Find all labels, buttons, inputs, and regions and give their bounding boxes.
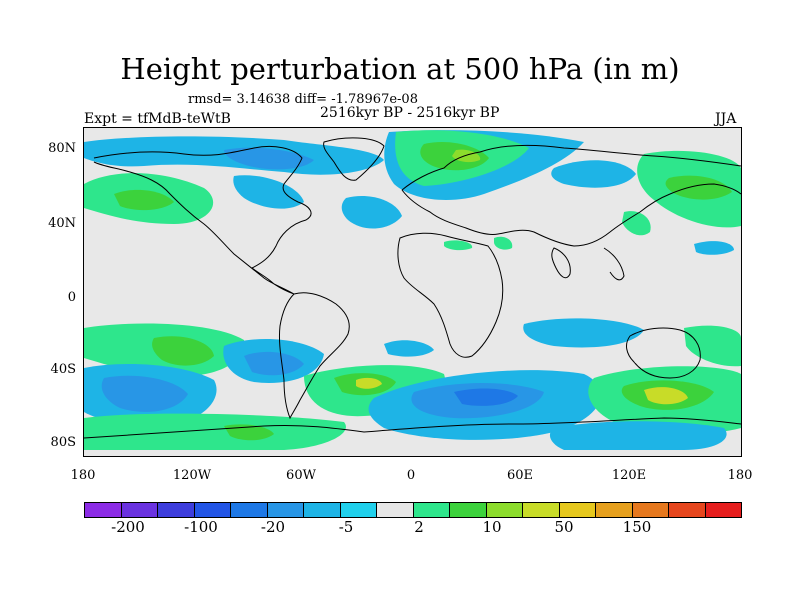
colorbar-swatch-12 <box>486 503 523 517</box>
colorbar-swatch-9 <box>377 503 414 517</box>
colorbar <box>84 502 742 518</box>
lat-tick-0: 0 <box>67 290 76 305</box>
map-plot <box>83 127 742 457</box>
lon-tick-180w: 180 <box>70 468 96 483</box>
lat-tick-40s: 40S <box>50 362 76 377</box>
lon-tick-60w: 60W <box>286 468 316 483</box>
anomaly-field <box>84 128 741 456</box>
colorbar-swatch-5 <box>231 503 268 517</box>
colorbar-swatch-17 <box>669 503 706 517</box>
experiment-label: Expt = tfMdB-teWtB <box>84 111 231 127</box>
lon-tick-0: 0 <box>406 468 416 483</box>
colorbar-label-6: 10 <box>482 518 502 536</box>
colorbar-label-4: -5 <box>338 518 354 536</box>
colorbar-swatch-4 <box>194 503 231 517</box>
colorbar-swatch-14 <box>559 503 596 517</box>
colorbar-swatch-15 <box>596 503 633 517</box>
colorbar-label-2: -100 <box>184 518 218 536</box>
colorbar-swatch-13 <box>523 503 560 517</box>
lon-tick-120w: 120W <box>172 468 212 483</box>
colorbar-swatch-18 <box>705 503 741 517</box>
lat-tick-80n: 80N <box>48 141 76 156</box>
colorbar-label-8: 150 <box>622 518 652 536</box>
stats-line: rmsd= 3.14638 diff= -1.78967e-08 <box>188 92 418 107</box>
lat-tick-80s: 80S <box>50 435 76 450</box>
colorbar-label-7: 50 <box>554 518 574 536</box>
colorbar-swatch-2 <box>121 503 158 517</box>
chart-title: Height perturbation at 500 hPa (in m) <box>120 52 680 86</box>
period-label: 2516kyr BP - 2516kyr BP <box>320 105 500 121</box>
colorbar-swatch-10 <box>413 503 450 517</box>
colorbar-label-3: -20 <box>260 518 286 536</box>
colorbar-swatch-3 <box>158 503 195 517</box>
season-label: JJA <box>715 111 737 127</box>
colorbar-swatch-8 <box>340 503 377 517</box>
lon-tick-180e: 180 <box>727 468 753 483</box>
coastlines <box>84 137 741 439</box>
lon-tick-120e: 120E <box>611 468 647 483</box>
north-anomalies <box>84 130 741 255</box>
colorbar-swatch-11 <box>450 503 487 517</box>
colorbar-swatch-1 <box>85 503 122 517</box>
colorbar-swatch-16 <box>632 503 669 517</box>
colorbar-swatch-7 <box>304 503 341 517</box>
colorbar-swatch-6 <box>267 503 304 517</box>
lon-tick-60e: 60E <box>506 468 534 483</box>
south-anomalies <box>84 318 741 450</box>
colorbar-label-5: 2 <box>414 518 424 536</box>
colorbar-label-1: -200 <box>111 518 145 536</box>
lat-tick-40n: 40N <box>48 216 76 231</box>
